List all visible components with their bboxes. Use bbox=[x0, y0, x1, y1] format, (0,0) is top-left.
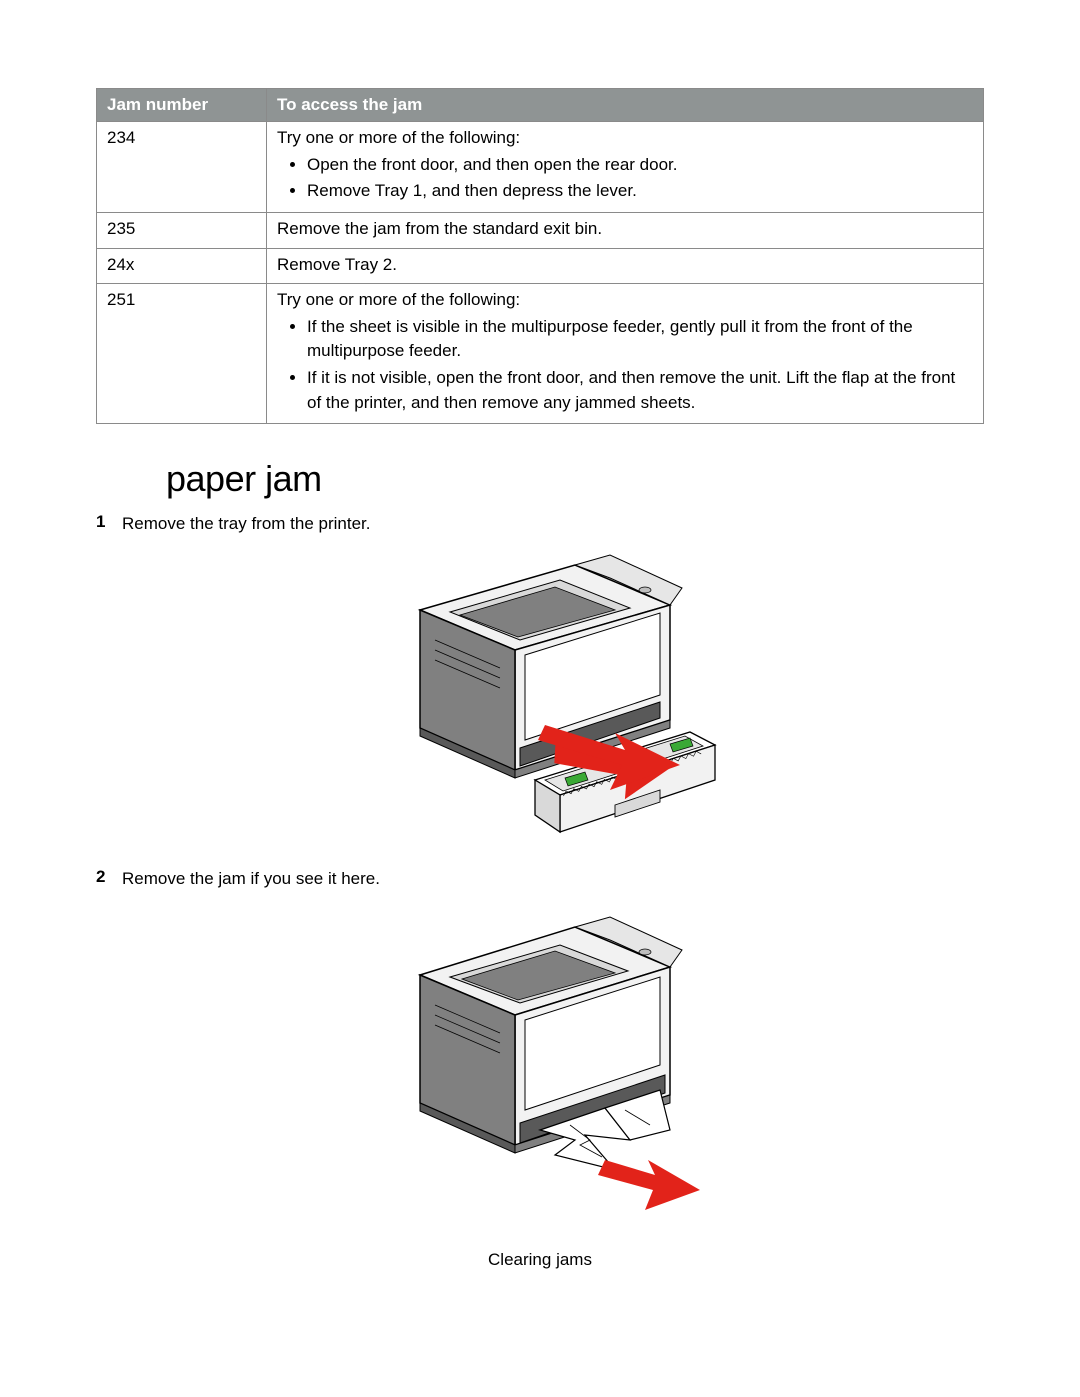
cell-bullets: Open the front door, and then open the r… bbox=[277, 153, 973, 204]
page-footer: Clearing jams bbox=[96, 1250, 984, 1270]
cell-jam-number: 24x bbox=[97, 248, 267, 284]
printer-jam-illustration bbox=[370, 905, 710, 1215]
figure-printer-tray bbox=[96, 550, 984, 845]
cell-access: Try one or more of the following: If the… bbox=[267, 284, 984, 424]
printer-tray-illustration bbox=[360, 550, 720, 840]
cell-intro: Try one or more of the following: bbox=[277, 290, 520, 309]
cell-jam-number: 251 bbox=[97, 284, 267, 424]
step-number: 2 bbox=[96, 867, 122, 887]
jam-table: Jam number To access the jam 234 Try one… bbox=[96, 88, 984, 424]
step-text: Remove the jam if you see it here. bbox=[122, 867, 380, 891]
step: 2 Remove the jam if you see it here. bbox=[96, 867, 984, 891]
bullet: If the sheet is visible in the multipurp… bbox=[307, 315, 973, 364]
figure-printer-jam bbox=[96, 905, 984, 1220]
table-row: 234 Try one or more of the following: Op… bbox=[97, 122, 984, 213]
cell-intro: Try one or more of the following: bbox=[277, 128, 520, 147]
cell-access: Try one or more of the following: Open t… bbox=[267, 122, 984, 213]
table-row: 24x Remove Tray 2. bbox=[97, 248, 984, 284]
section-title: paper jam bbox=[166, 458, 984, 500]
table-row: 235 Remove the jam from the standard exi… bbox=[97, 212, 984, 248]
page-content: Jam number To access the jam 234 Try one… bbox=[0, 0, 1080, 1310]
cell-access: Remove Tray 2. bbox=[267, 248, 984, 284]
step-text: Remove the tray from the printer. bbox=[122, 512, 371, 536]
step-number: 1 bbox=[96, 512, 122, 532]
col-header-access: To access the jam bbox=[267, 89, 984, 122]
step: 1 Remove the tray from the printer. bbox=[96, 512, 984, 536]
bullet: If it is not visible, open the front doo… bbox=[307, 366, 973, 415]
cell-jam-number: 235 bbox=[97, 212, 267, 248]
arrow-icon bbox=[598, 1160, 700, 1210]
bullet: Open the front door, and then open the r… bbox=[307, 153, 973, 178]
col-header-jam-number: Jam number bbox=[97, 89, 267, 122]
cell-jam-number: 234 bbox=[97, 122, 267, 213]
cell-access: Remove the jam from the standard exit bi… bbox=[267, 212, 984, 248]
table-row: 251 Try one or more of the following: If… bbox=[97, 284, 984, 424]
bullet: Remove Tray 1, and then depress the leve… bbox=[307, 179, 973, 204]
cell-bullets: If the sheet is visible in the multipurp… bbox=[277, 315, 973, 416]
